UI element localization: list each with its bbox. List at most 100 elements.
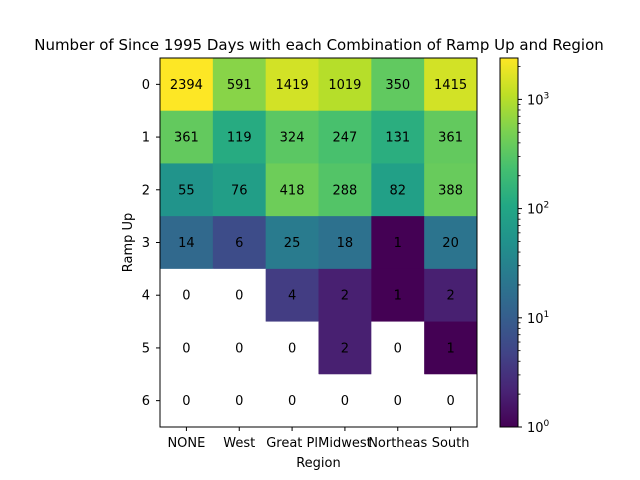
cell-value-label: 0	[341, 394, 349, 409]
y-tick-label: 4	[142, 289, 150, 304]
colorbar	[499, 57, 519, 428]
heatmap-cell	[371, 163, 425, 217]
cell-value-label: 350	[385, 78, 410, 93]
cell-value-label: 1019	[328, 78, 361, 93]
cell-value-label: 0	[446, 394, 454, 409]
colorbar-tick-label: 100	[527, 419, 550, 436]
colorbar-tick-label: 103	[527, 91, 549, 108]
heatmap-cell	[160, 268, 214, 323]
heatmap-cell	[424, 216, 478, 270]
heatmap-cell	[371, 110, 425, 164]
heatmap-cell	[318, 110, 372, 164]
cell-value-label: 18	[337, 236, 354, 251]
y-tick-label: 3	[142, 236, 150, 251]
cell-value-label: 0	[182, 394, 190, 409]
cell-value-label: 1	[394, 289, 402, 304]
heatmap-cell	[160, 163, 214, 217]
heatmap-cell	[160, 58, 214, 112]
heatmap-cell	[212, 58, 267, 112]
colorbar-tick-label: 101	[527, 310, 549, 327]
heatmap-cell	[424, 163, 478, 217]
cell-value-label: 591	[227, 78, 252, 93]
heatmap-cell	[318, 268, 372, 323]
cell-value-label: 82	[389, 183, 406, 198]
y-tick-label: 0	[142, 78, 150, 93]
cell-value-label: 324	[280, 131, 305, 146]
heatmap-cell	[265, 216, 319, 270]
cell-value-label: 361	[438, 131, 463, 146]
heatmap-cell	[371, 374, 425, 428]
heatmap-cell	[212, 321, 267, 375]
cell-value-label: 1	[446, 341, 454, 356]
heatmap-cell	[212, 110, 267, 164]
y-tick-label: 6	[142, 394, 150, 409]
cell-value-label: 0	[288, 394, 296, 409]
y-tick-label: 5	[142, 341, 150, 356]
cell-value-label: 388	[438, 183, 463, 198]
heatmap-cell	[160, 374, 214, 428]
heatmap-cell	[318, 216, 372, 270]
heatmap-cell	[371, 216, 425, 270]
cell-value-label: 1419	[276, 78, 309, 93]
x-tick-label: West	[223, 436, 255, 451]
cell-value-label: 4	[288, 289, 296, 304]
heatmap-cell	[160, 110, 214, 164]
cell-value-label: 1	[394, 236, 402, 251]
cell-value-label: 119	[227, 131, 252, 146]
cell-value-label: 6	[235, 236, 243, 251]
cell-value-label: 0	[235, 341, 243, 356]
heatmap-cell	[160, 216, 214, 270]
heatmap-cell-labels: 2394 591 1419 1019 350 1415 361 119 324 247 131 361…	[170, 78, 467, 409]
heatmap-cell	[265, 58, 319, 112]
cell-value-label: 0	[235, 289, 243, 304]
heatmap-cell	[424, 58, 478, 112]
cell-value-label: 288	[333, 183, 358, 198]
cell-value-label: 0	[182, 289, 190, 304]
heatmap-cell	[265, 268, 319, 323]
heatmap-cell	[371, 321, 425, 375]
heatmap-cell	[424, 268, 478, 323]
heatmap-cell	[265, 374, 319, 428]
heatmap-cell	[212, 163, 267, 217]
heatmap-cell	[160, 321, 214, 375]
y-tick-label: 2	[142, 183, 150, 198]
colorbar-tick-label: 102	[527, 201, 549, 218]
cell-value-label: 0	[288, 341, 296, 356]
heatmap-cell	[318, 58, 372, 112]
y-axis-ticks: 0 1 2 3 4 5 6	[142, 78, 160, 409]
cell-value-label: 418	[280, 183, 305, 198]
colorbar-ticks: 100 101 102 103	[518, 66, 550, 436]
cell-value-label: 361	[174, 131, 199, 146]
cell-value-label: 0	[394, 394, 402, 409]
y-axis-label: Ramp Up	[121, 213, 136, 273]
heatmap-cell	[318, 321, 372, 375]
cell-value-label: 2	[341, 341, 349, 356]
cell-value-label: 2	[446, 289, 454, 304]
x-tick-label: Midwest	[318, 436, 372, 451]
heatmap-cell	[424, 110, 478, 164]
heatmap-cell	[212, 374, 267, 428]
heatmap-cell	[212, 216, 267, 270]
cell-value-label: 2	[341, 289, 349, 304]
heatmap-cell	[265, 110, 319, 164]
chart-title: Number of Since 1995 Days with each Comb…	[34, 36, 604, 54]
cell-value-label: 247	[333, 131, 358, 146]
cell-value-label: 0	[394, 341, 402, 356]
cell-value-label: 14	[178, 236, 195, 251]
cell-value-label: 20	[442, 236, 459, 251]
x-tick-label: Northeas	[368, 436, 427, 451]
heatmap-cell	[265, 163, 319, 217]
cell-value-label: 0	[182, 341, 190, 356]
x-axis-label: Region	[296, 456, 341, 471]
cell-value-label: 131	[385, 131, 410, 146]
cell-value-label: 1415	[434, 78, 467, 93]
heatmap-cell	[371, 268, 425, 323]
cell-value-label: 25	[284, 236, 301, 251]
cell-value-label: 76	[231, 183, 248, 198]
y-tick-label: 1	[142, 131, 150, 146]
heatmap-cells	[160, 58, 478, 428]
heatmap-cell	[318, 374, 372, 428]
cell-value-label: 0	[235, 394, 243, 409]
